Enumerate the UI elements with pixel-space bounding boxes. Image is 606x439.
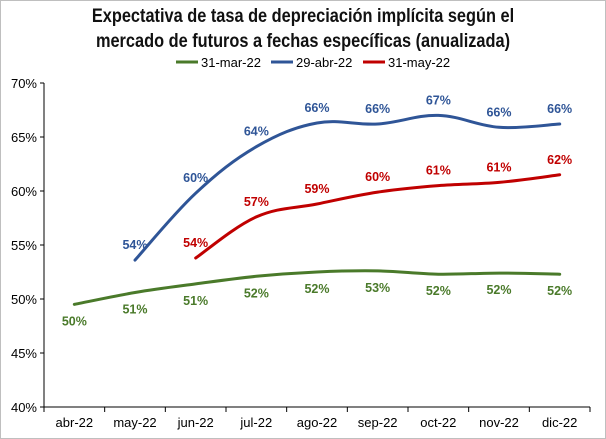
x-tick-label: nov-22 <box>479 415 519 430</box>
data-label: 52% <box>244 286 269 300</box>
data-label: 61% <box>426 164 451 178</box>
y-tick-label: 55% <box>11 238 37 253</box>
x-tick-label: dic-22 <box>542 415 577 430</box>
data-label: 60% <box>365 170 390 184</box>
data-label: 50% <box>62 314 87 328</box>
y-tick-label: 40% <box>11 400 37 415</box>
x-tick-label: sep-22 <box>358 415 398 430</box>
data-label: 51% <box>122 303 147 317</box>
y-tick-label: 60% <box>11 184 37 199</box>
legend: 31-mar-22 29-abr-22 31-may-22 <box>176 55 450 70</box>
y-tick-label: 50% <box>11 292 37 307</box>
chart-title-line-1: Expectativa de tasa de depreciación impl… <box>91 6 515 27</box>
chart-title: Expectativa de tasa de depreciación impl… <box>42 4 563 54</box>
data-label: 52% <box>426 284 451 298</box>
legend-label: 31-may-22 <box>388 55 450 70</box>
data-label: 66% <box>486 105 511 119</box>
data-label: 61% <box>486 160 511 174</box>
data-label: 66% <box>365 102 390 116</box>
series-line-31-may-22 <box>194 173 562 260</box>
data-label: 52% <box>547 284 572 298</box>
y-axis: 40% 45% 50% 55% 60% 65% 70% <box>11 76 45 415</box>
legend-label: 31-mar-22 <box>201 55 261 70</box>
data-label: 59% <box>304 182 329 196</box>
data-label: 67% <box>426 93 451 107</box>
data-label: 52% <box>486 283 511 297</box>
data-label: 51% <box>183 294 208 308</box>
series-line-31-mar-22 <box>72 269 562 306</box>
x-tick-label: jun-22 <box>177 415 214 430</box>
x-tick-label: oct-22 <box>420 415 456 430</box>
y-tick-label: 70% <box>11 76 37 91</box>
series-group <box>72 113 562 306</box>
y-tick-label: 65% <box>11 130 37 145</box>
data-label: 66% <box>304 101 329 115</box>
data-label: 52% <box>304 282 329 296</box>
series-line-29-abr-22 <box>133 113 562 262</box>
data-labels-group: 50% 51% 51% 52% 52% 53% 52% 52% 52% 54% 60% 64% 66% 6… <box>62 93 572 328</box>
x-tick-label: may-22 <box>113 415 156 430</box>
data-label: 53% <box>365 281 390 295</box>
data-label: 54% <box>122 238 147 252</box>
data-label: 66% <box>547 102 572 116</box>
x-tick-label: abr-22 <box>56 415 94 430</box>
data-label: 57% <box>244 195 269 209</box>
x-axis: abr-22 may-22 jun-22 jul-22 ago-22 sep-22 oct-… <box>43 406 591 430</box>
data-label: 54% <box>183 236 208 250</box>
x-tick-label: ago-22 <box>297 415 337 430</box>
data-label: 62% <box>547 153 572 167</box>
legend-label: 29-abr-22 <box>296 55 352 70</box>
data-label: 60% <box>183 171 208 185</box>
x-tick-label: jul-22 <box>239 415 272 430</box>
chart-title-line-2: mercado de futuros a fechas específicas … <box>95 31 511 52</box>
y-tick-label: 45% <box>11 346 37 361</box>
data-label: 64% <box>244 125 269 139</box>
